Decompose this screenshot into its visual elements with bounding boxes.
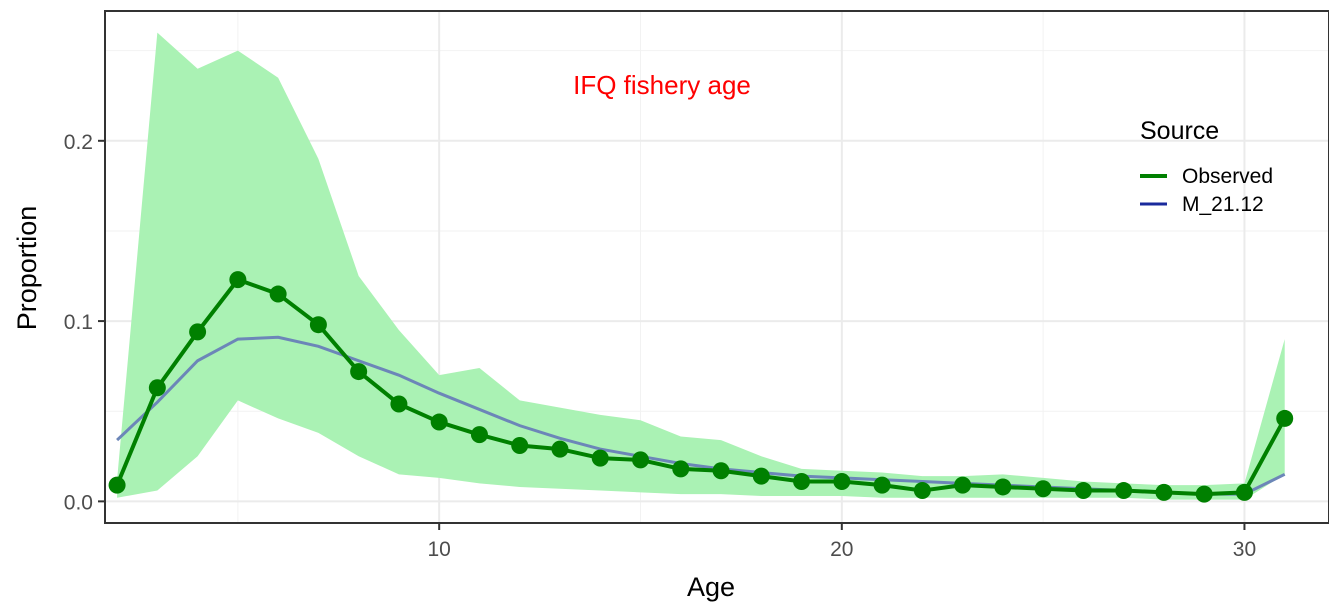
observed-point [994, 478, 1012, 496]
x-axis-ticks: 10 20 30 [428, 523, 1256, 561]
observed-point [833, 473, 851, 491]
x-tick-label: 20 [830, 538, 853, 561]
panel-border [104, 10, 1329, 524]
observed-point [309, 316, 327, 334]
observed-point [108, 476, 126, 494]
x-tick-label: 30 [1233, 538, 1256, 561]
observed-point [632, 451, 649, 469]
x-axis-title: Age [687, 572, 735, 602]
observed-point [229, 271, 247, 289]
observed-point [1276, 409, 1294, 427]
observed-point [269, 285, 287, 303]
confidence-band [117, 32, 1285, 500]
observed-point [350, 363, 368, 381]
observed-point [672, 460, 690, 478]
observed-point [511, 436, 529, 454]
observed-point [1034, 480, 1052, 498]
observed-point [873, 476, 891, 494]
legend: Source Observed M_21.12 [1140, 117, 1273, 216]
legend-label-m_21.12: M_21.12 [1182, 193, 1264, 216]
observed-point [430, 413, 448, 431]
legend-title: Source [1140, 117, 1219, 145]
plot-annotation: IFQ fishery age [573, 70, 751, 100]
observed-point [793, 473, 811, 491]
observed-point [1235, 483, 1253, 501]
observed-point [470, 426, 488, 444]
observed-point [551, 440, 569, 458]
observed-point [390, 395, 408, 413]
observed-point [148, 379, 166, 397]
y-axis-ticks: 0.0 0.1 0.2 [64, 131, 105, 514]
observed-points [108, 271, 1294, 503]
y-tick-label: 0.0 [64, 491, 93, 514]
observed-point [1155, 483, 1173, 501]
observed-point [189, 323, 207, 341]
x-tick-label: 10 [428, 538, 451, 561]
observed-point [913, 482, 931, 500]
y-tick-label: 0.2 [64, 131, 93, 154]
observed-point [1115, 482, 1133, 500]
observed-point [712, 462, 730, 480]
y-tick-label: 0.1 [64, 311, 93, 334]
legend-label-observed: Observed [1182, 165, 1273, 188]
observed-point [1195, 485, 1213, 503]
observed-point [954, 476, 972, 494]
observed-point [591, 449, 609, 467]
y-axis-title: Proportion [12, 206, 42, 331]
observed-point [1074, 482, 1092, 500]
observed-point [752, 467, 770, 485]
